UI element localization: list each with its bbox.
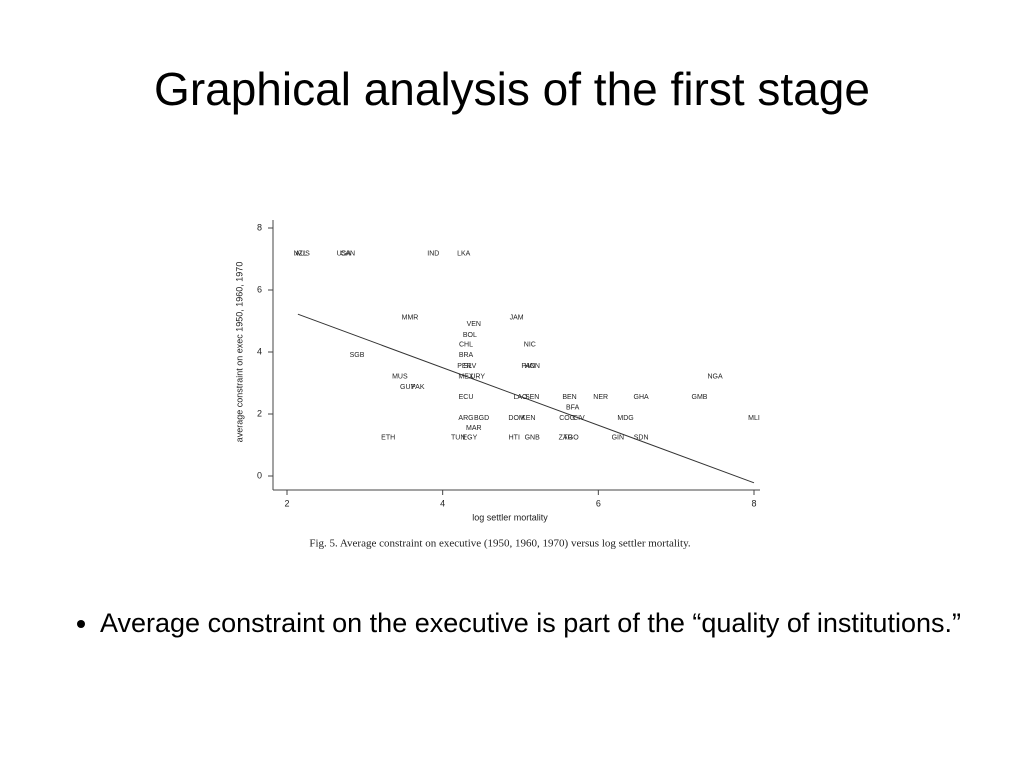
point-label: IND: [427, 251, 439, 258]
point-label: LKA: [457, 251, 471, 258]
point-label: NGA: [707, 374, 723, 381]
point-label: DOM: [508, 415, 525, 422]
point-label: SDN: [634, 435, 649, 442]
chart: log settler mortality average constraint…: [234, 220, 760, 550]
point-label: TGO: [564, 435, 580, 442]
x-tick-label: 8: [751, 498, 756, 508]
point-label: MAR: [466, 425, 482, 432]
point-label: SLV: [464, 363, 477, 370]
point-label: LAO: [513, 394, 528, 401]
point-label: GMB: [692, 394, 708, 401]
point-label: ZAR: [559, 435, 573, 442]
point-label: MUS: [392, 374, 408, 381]
point-label: GNB: [525, 435, 541, 442]
bullet: Average constraint on the executive is p…: [100, 606, 1000, 640]
point-label: JAM: [510, 315, 524, 322]
point-label: KEN: [521, 415, 535, 422]
bullet-list: Average constraint on the executive is p…: [62, 606, 1000, 640]
point-label: MMR: [402, 315, 419, 322]
point-label: PAK: [411, 384, 425, 391]
point-label: SEN: [525, 394, 539, 401]
point-label: CHL: [459, 342, 473, 349]
point-label: NER: [593, 394, 608, 401]
point-label: MDG: [617, 415, 633, 422]
point-label: TUN: [451, 435, 465, 442]
point-label: BFA: [566, 405, 580, 412]
point-label: ECU: [459, 394, 474, 401]
point-label: GHA: [634, 394, 650, 401]
point-label: GIN: [612, 435, 624, 442]
point-label: GUY: [400, 384, 416, 391]
point-label: NZL: [294, 251, 307, 258]
point-label: SGB: [350, 352, 365, 359]
y-axis-label: average constraint on exec 1950, 1960, 1…: [234, 262, 244, 443]
point-label: EGY: [463, 435, 478, 442]
x-axis-label: log settler mortality: [472, 512, 548, 522]
point-label: PER: [457, 363, 471, 370]
point-label: VEN: [467, 321, 481, 328]
point-label: CAN: [340, 251, 355, 258]
point-label: MLI: [748, 415, 760, 422]
x-tick-label: 2: [284, 498, 289, 508]
slide-title: Graphical analysis of the first stage: [154, 63, 870, 115]
y-tick-label: 6: [257, 284, 262, 294]
fit-line: [297, 313, 755, 484]
point-label: MEX: [458, 374, 474, 381]
x-tick-label: 6: [596, 498, 601, 508]
point-label: COG: [559, 415, 575, 422]
point-label: BGD: [474, 415, 489, 422]
point-label: USA: [337, 251, 352, 258]
point-label: BEN: [562, 394, 576, 401]
point-label: BRA: [459, 352, 474, 359]
point-label: HON: [524, 363, 540, 370]
x-tick-label: 4: [440, 498, 445, 508]
point-label: URY: [470, 374, 485, 381]
y-tick-label: 2: [257, 408, 262, 418]
point-label: ETH: [381, 435, 395, 442]
point-label: AUS: [295, 251, 310, 258]
point-label: NIC: [524, 342, 536, 349]
point-label: ARG: [458, 415, 473, 422]
y-tick-label: 0: [257, 470, 262, 480]
point-label: PAN: [521, 363, 535, 370]
point-label: BOL: [463, 332, 477, 339]
point-label: CIV: [573, 415, 585, 422]
y-tick-label: 4: [257, 346, 262, 356]
y-tick-label: 8: [257, 222, 262, 232]
caption: Fig. 5. Average constraint on executive …: [309, 538, 691, 550]
point-label: HTI: [509, 435, 520, 442]
